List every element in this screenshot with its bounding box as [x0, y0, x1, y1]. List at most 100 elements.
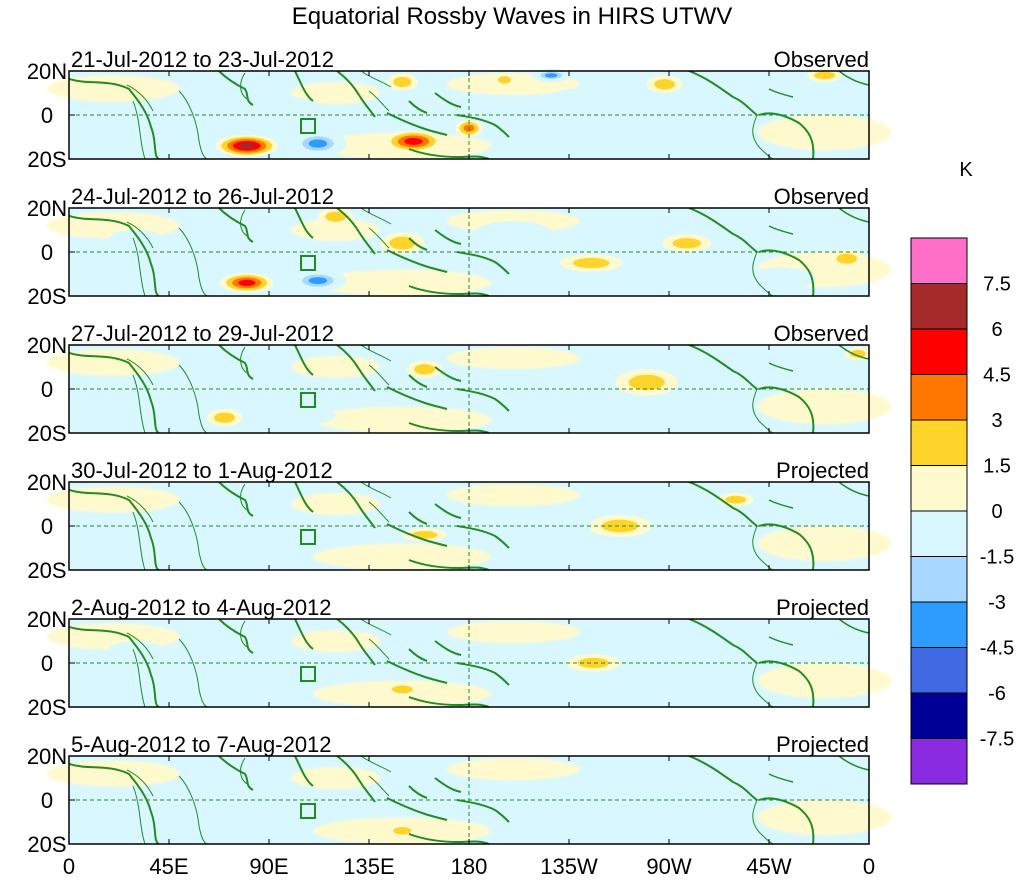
y-tick-label: 20N	[27, 607, 67, 632]
anomaly-blob	[238, 279, 256, 286]
colorbar-swatch	[910, 419, 968, 466]
x-tick-label: 180	[451, 854, 488, 879]
anomaly-blob	[577, 657, 609, 669]
colorbar-labels: 7.5 6 4.5 3 1.5 0 -1.5 -3 -4.5 -6 -7.5	[980, 274, 1014, 751]
anomaly-blob	[628, 374, 665, 391]
background-bands	[46, 621, 892, 707]
colorbar-level-label: -7.5	[980, 729, 1014, 751]
panel-date-range: 30-Jul-2012 to 1-Aug-2012	[71, 458, 333, 483]
anomaly-blob	[122, 809, 149, 818]
anomaly-blob	[389, 236, 416, 250]
colorbar-level-label: 7.5	[983, 274, 1011, 296]
anomaly-blob	[814, 71, 835, 80]
pale-band	[291, 630, 381, 652]
pale-band	[313, 406, 492, 433]
pale-band	[446, 347, 581, 370]
pale-band	[313, 543, 492, 570]
anomaly-blob	[325, 211, 347, 222]
anomaly-blob	[120, 145, 152, 156]
panel-status: Observed	[774, 184, 869, 209]
panel-status: Observed	[774, 321, 869, 346]
pale-band	[757, 800, 892, 836]
map-panel: 20N 0 20S 30-Jul-2012 to 1-Aug-2012 Projecte…	[27, 458, 892, 583]
pale-band	[757, 526, 892, 562]
anomaly-blob	[654, 79, 675, 90]
anomaly-blob	[308, 139, 328, 148]
colorbar-swatch	[910, 328, 968, 375]
colorbar-swatch	[910, 647, 968, 694]
panel-date-range: 27-Jul-2012 to 29-Jul-2012	[71, 321, 334, 346]
pale-band	[446, 621, 581, 644]
map-panels: 20N 0 20S 21-Jul-2012 to 23-Jul-2012 Observe…	[27, 47, 892, 857]
anomaly-blob	[391, 685, 413, 694]
anomaly-blob	[393, 826, 412, 835]
anomaly-blob	[393, 76, 412, 88]
colorbar-level-label: 1.5	[983, 456, 1011, 478]
anomaly-contours	[104, 347, 872, 427]
map-panel: 20N 0 20S 5-Aug-2012 to 7-Aug-2012 Projected	[27, 732, 892, 857]
y-tick-label: 20N	[27, 59, 67, 84]
y-tick-label: 20N	[27, 470, 67, 495]
colorbar-swatch	[910, 738, 968, 785]
panel-date-range: 21-Jul-2012 to 23-Jul-2012	[71, 47, 334, 72]
anomaly-blob	[498, 75, 512, 84]
y-tick-label: 0	[41, 788, 53, 813]
anomaly-blob	[707, 391, 742, 409]
y-tick-label: 0	[41, 377, 53, 402]
colorbar-unit: K	[959, 159, 973, 181]
y-tick-label: 20S	[27, 284, 66, 309]
pale-band	[757, 389, 892, 425]
colorbar-swatch	[910, 692, 968, 739]
background-bands	[46, 347, 892, 433]
pale-band	[291, 356, 381, 378]
panel-status: Projected	[776, 458, 869, 483]
pale-band	[291, 82, 381, 104]
y-tick-label: 0	[41, 103, 53, 128]
map-panel: 20N 0 20S 21-Jul-2012 to 23-Jul-2012 Observe…	[27, 47, 892, 172]
x-tick-label: 90W	[646, 854, 691, 879]
anomaly-blob	[544, 73, 558, 78]
anomaly-contours	[109, 208, 865, 293]
anomaly-blob	[672, 238, 702, 249]
anomaly-blob	[117, 547, 154, 558]
map-panel: 20N 0 20S 27-Jul-2012 to 29-Jul-2012 Observe…	[27, 321, 892, 446]
anomaly-blob	[686, 95, 718, 109]
background-bands	[46, 73, 892, 159]
y-tick-label: 20N	[27, 333, 67, 358]
y-tick-label: 0	[41, 240, 53, 265]
colorbar-swatch	[910, 556, 968, 603]
colorbar-level-label: -4.5	[980, 638, 1014, 660]
anomaly-blob	[271, 102, 311, 119]
colorbar-level-label: -6	[988, 683, 1006, 705]
panel-date-range: 2-Aug-2012 to 4-Aug-2012	[71, 595, 332, 620]
pale-band	[291, 767, 381, 789]
x-tick-label: 0	[863, 854, 875, 879]
panel-date-range: 24-Jul-2012 to 26-Jul-2012	[71, 184, 334, 209]
panel-date-range: 5-Aug-2012 to 7-Aug-2012	[71, 732, 332, 757]
y-tick-label: 20S	[27, 832, 66, 857]
panel-status: Projected	[776, 595, 869, 620]
anomaly-blob	[850, 349, 866, 358]
x-tick-label: 45E	[149, 854, 188, 879]
map-panel: 20N 0 20S 24-Jul-2012 to 26-Jul-2012 Observe…	[27, 184, 892, 309]
anomaly-contours	[109, 68, 843, 159]
colorbar-swatch	[910, 237, 968, 284]
map-panel: 20N 0 20S 2-Aug-2012 to 4-Aug-2012 Projected	[27, 595, 892, 720]
x-tick-label: 0	[63, 854, 75, 879]
anomaly-blob	[759, 271, 801, 285]
anomaly-blob	[725, 495, 747, 504]
y-tick-label: 20S	[27, 421, 66, 446]
anomaly-blob	[120, 644, 152, 655]
y-tick-label: 20S	[27, 147, 66, 172]
anomaly-blob	[693, 522, 725, 539]
anomaly-blob	[214, 412, 235, 423]
colorbar-swatch	[910, 601, 968, 648]
y-tick-label: 20N	[27, 744, 67, 769]
anomaly-blob	[414, 364, 435, 375]
colorbar-swatches	[910, 237, 968, 785]
colorbar-swatch	[910, 283, 968, 330]
anomaly-blob	[836, 253, 858, 264]
x-tick-label: 45W	[746, 854, 791, 879]
y-tick-label: 0	[41, 651, 53, 676]
